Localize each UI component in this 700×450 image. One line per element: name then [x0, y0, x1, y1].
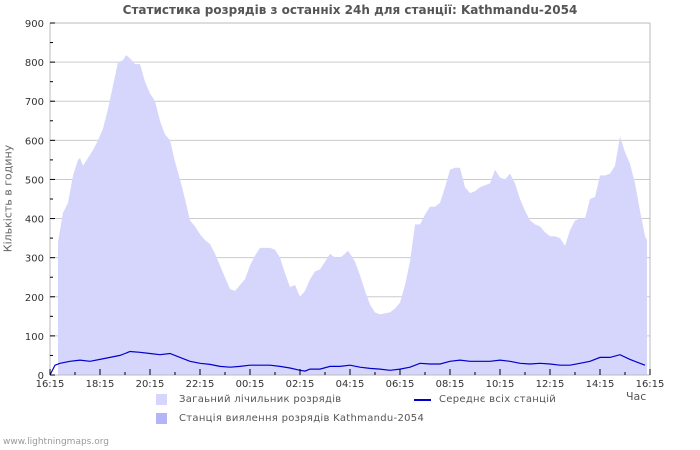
average-all-stations-line [49, 350, 646, 376]
x-axis-unit: Час [626, 390, 647, 403]
svg-text:300: 300 [25, 254, 44, 265]
svg-text:100: 100 [25, 332, 44, 343]
svg-text:22:15: 22:15 [186, 379, 215, 390]
svg-text:10:15: 10:15 [486, 379, 515, 390]
legend-label-total: Загаьний лічильник розрядів [179, 394, 342, 405]
legend-swatch-station [156, 413, 167, 424]
svg-text:16:15: 16:15 [36, 379, 65, 390]
svg-text:800: 800 [25, 58, 44, 69]
svg-text:18:15: 18:15 [86, 379, 115, 390]
svg-text:08:15: 08:15 [436, 379, 465, 390]
footer-site-link[interactable]: www.lightningmaps.org [3, 437, 109, 447]
svg-text:500: 500 [25, 175, 44, 186]
svg-text:00:15: 00:15 [236, 379, 265, 390]
svg-text:16:15: 16:15 [636, 379, 665, 390]
legend-label-average: Середнє всіх станцій [439, 394, 557, 405]
total-strikes-area [58, 55, 647, 375]
svg-text:200: 200 [25, 293, 44, 304]
legend-swatch-total [156, 394, 167, 405]
svg-text:04:15: 04:15 [336, 379, 365, 390]
svg-text:0: 0 [38, 371, 44, 382]
x-axis-ticks: 16:15 18:15 20:15 22:15 00:15 02:15 04:15 06:15… [36, 369, 665, 390]
svg-text:12:15: 12:15 [536, 379, 565, 390]
svg-text:700: 700 [25, 97, 44, 108]
legend-label-station: Станція виялення розрядів Kathmandu-2054 [179, 413, 425, 424]
svg-text:900: 900 [25, 19, 44, 30]
svg-text:20:15: 20:15 [136, 379, 165, 390]
svg-text:600: 600 [25, 136, 44, 147]
svg-text:400: 400 [25, 215, 44, 226]
svg-text:02:15: 02:15 [286, 379, 315, 390]
legend-swatch-average [414, 399, 431, 401]
svg-text:14:15: 14:15 [586, 379, 615, 390]
chart-title: Статистика розрядів з останніх 24h для с… [122, 3, 578, 17]
svg-text:06:15: 06:15 [386, 379, 415, 390]
y-axis-ticks: 0 100 200 300 400 500 600 700 800 900 [25, 19, 55, 382]
